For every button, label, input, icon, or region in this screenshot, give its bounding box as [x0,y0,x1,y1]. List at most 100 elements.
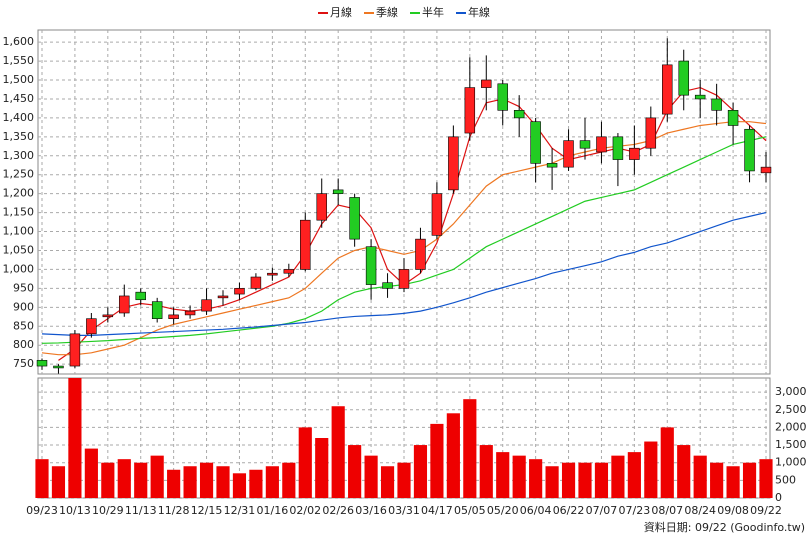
y2-tick-label: 2,500 [775,403,807,416]
x-tick-label: 04/17 [421,504,453,517]
candle-body [53,365,64,369]
volume-bar [479,445,493,498]
candle-body [662,64,673,115]
x-tick-label: 01/16 [257,504,289,517]
candle-body [382,282,393,289]
volume-bar [315,438,329,498]
candle-body [596,136,607,153]
y2-tick-label: 3,000 [775,385,807,398]
candle-body [645,117,657,149]
x-tick-label: 12/15 [191,504,223,517]
y-tick-label: 1,550 [3,54,35,67]
volume-bar [134,462,148,498]
x-tick-label: 11/28 [158,504,190,517]
volume-bar [545,466,559,498]
legend-label: 季線 [376,5,398,19]
volume-bar [759,459,773,498]
y2-tick-label: 0 [775,491,782,504]
volume-bar [101,462,115,498]
volume-bar [364,455,378,498]
volume-bar [298,427,312,498]
y-tick-label: 1,600 [3,35,35,48]
volume-bar [430,423,444,498]
volume-bar [561,462,576,498]
candle-body [464,87,476,134]
y-tick-label: 1,450 [3,92,35,105]
candle-body [332,189,344,194]
y-tick-label: 1,250 [3,168,35,181]
x-tick-label: 03/31 [388,504,420,517]
candle-body [694,94,706,100]
y-tick-label: 1,500 [3,73,35,86]
candle-body [119,295,130,314]
volume-bar [644,441,658,498]
x-tick-label: 10/13 [59,504,91,517]
footer: 資料日期: 09/22 (Goodinfo.tw) [644,520,805,534]
volume-bar [726,466,740,498]
x-tick-label: 02/02 [289,504,321,517]
legend-label: 半年 [422,5,444,19]
volume-bar [216,466,230,498]
candle-body [727,110,739,126]
candle-body [448,136,459,191]
x-tick-label: 10/29 [92,504,124,517]
ma-line [41,212,767,336]
volume-bar [183,466,197,498]
candle-body [431,193,443,236]
candle-body [135,291,146,301]
candle-body [36,360,48,367]
volume-bar [446,413,460,498]
price-panel [37,29,771,375]
volume-bar [627,452,641,498]
candle-body [151,301,163,319]
candle-body [513,110,525,119]
candle-body [481,79,492,88]
volume-bar [265,466,279,498]
legend-label: 年線 [468,5,490,19]
y-tick-label: 900 [13,300,34,313]
volume-bar [397,462,411,498]
volume-bar [512,455,526,498]
candle-body [283,269,295,274]
volume-bar [594,462,609,498]
candle-body [316,193,327,221]
candle-body [349,197,360,240]
x-tick-label: 12/31 [224,504,256,517]
x-tick-label: 09/22 [750,504,782,517]
volume-bar [660,427,674,498]
x-tick-label: 02/26 [322,504,354,517]
candle-body [365,246,377,285]
candle-body [678,60,689,96]
candle-body [184,310,196,316]
ma-line [41,121,767,356]
x-tick-label: 06/22 [553,504,585,517]
x-tick-label: 05/05 [454,504,486,517]
volume-bar [331,406,345,498]
x-tick-label: 09/23 [26,504,58,517]
y-tick-label: 750 [13,357,34,370]
candle-body [234,288,245,295]
candle-body [563,140,574,168]
volume-bar [578,462,592,498]
y2-tick-label: 1,000 [775,456,807,469]
candle-body [201,299,212,312]
volume-bar [150,455,164,498]
candle-body [629,147,640,160]
x-tick-label: 05/20 [487,504,519,517]
volume-bar [677,445,691,498]
y-tick-label: 1,350 [3,130,35,143]
volume-bar [51,466,66,498]
y-tick-label: 1,400 [3,111,35,124]
volume-bar [380,466,395,498]
volume-bar [463,399,477,498]
candle-body [711,98,722,111]
y-tick-label: 1,150 [3,206,35,219]
y2-tick-label: 2,000 [775,420,807,433]
candle-body [168,314,179,319]
candle-body [612,136,624,160]
x-tick-label: 08/24 [684,504,716,517]
volume-bar [611,455,625,498]
candle-body [546,163,558,168]
